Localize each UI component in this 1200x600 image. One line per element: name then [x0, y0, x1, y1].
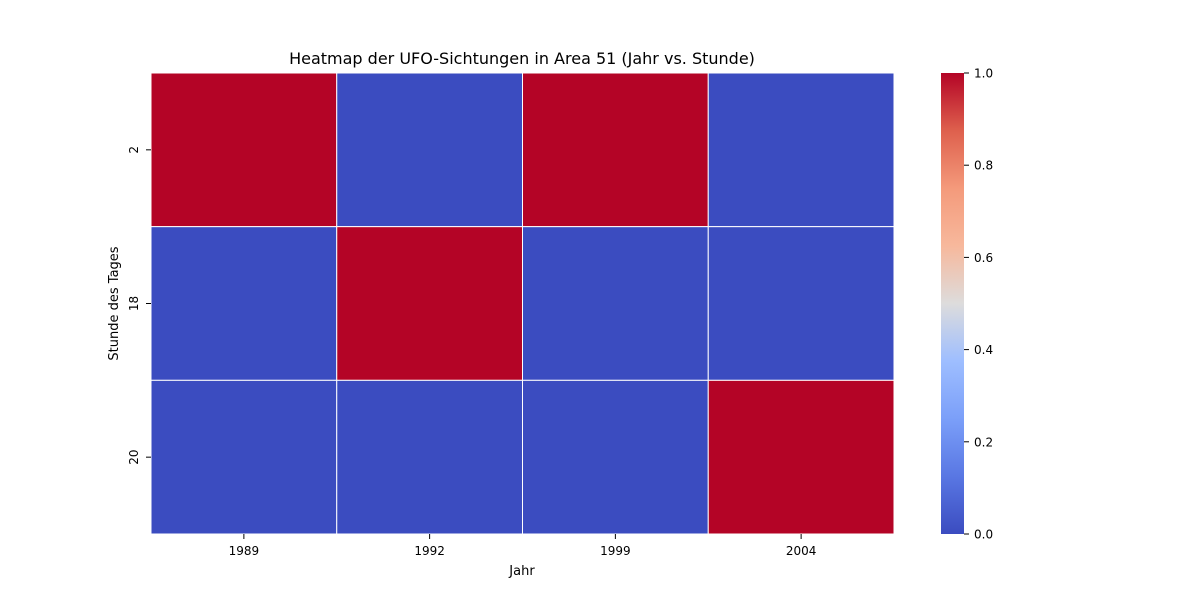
x-axis-ticks: 1989 1992 1999 2004 [229, 534, 817, 558]
x-tick-label: 2004 [786, 544, 817, 558]
x-tick-label: 1992 [414, 544, 445, 558]
y-axis-ticks: 2 18 20 [127, 146, 151, 465]
chart-title: Heatmap der UFO-Sichtungen in Area 51 (J… [289, 49, 755, 68]
y-tick-label: 2 [127, 146, 141, 154]
heatmap-cell [150, 379, 338, 535]
heatmap-cell [522, 226, 709, 381]
colorbar-tick-label: 1.0 [974, 67, 993, 81]
heatmap-cell [150, 72, 338, 228]
heatmap-cell [707, 379, 895, 535]
x-tick-label: 1999 [600, 544, 631, 558]
heatmap-cell [522, 379, 709, 535]
heatmap-cell [336, 72, 523, 228]
heatmap-cell [336, 226, 523, 381]
y-tick-label: 20 [127, 450, 141, 465]
colorbar [941, 73, 964, 534]
colorbar-tick-label: 0.4 [974, 343, 993, 357]
colorbar-ticks: 0.0 0.2 0.4 0.6 0.8 1.0 [964, 67, 993, 542]
heatmap-cell [707, 226, 895, 381]
heatmap-cell [707, 72, 895, 228]
heatmap-cell [150, 226, 338, 381]
colorbar-tick-label: 0.2 [974, 435, 993, 449]
colorbar-tick-label: 0.6 [974, 251, 993, 265]
heatmap-cell [336, 379, 523, 535]
x-axis-label: Jahr [508, 564, 535, 579]
colorbar-tick-label: 0.0 [974, 528, 993, 542]
heatmap-cells [150, 72, 895, 535]
y-tick-label: 18 [127, 296, 141, 311]
x-tick-label: 1989 [229, 544, 260, 558]
heatmap-cell [522, 72, 709, 228]
y-axis-label: Stunde des Tages [107, 246, 122, 360]
colorbar-tick-label: 0.8 [974, 159, 993, 173]
